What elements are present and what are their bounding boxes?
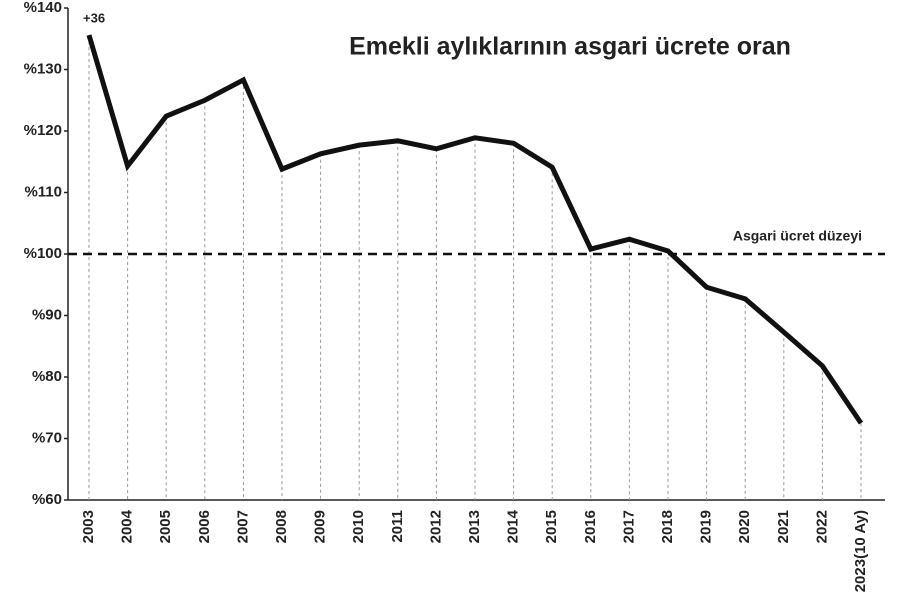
chart-title: Emekli aylıklarının asgari ücrete oran (349, 33, 791, 61)
line (86, 34, 864, 425)
y-tick-label: %70 (32, 429, 62, 446)
x-tick-label: 2012 (427, 510, 444, 543)
x-tick-label: 2007 (234, 510, 251, 543)
y-tick-label: %80 (32, 368, 62, 385)
x-tick-label: 2018 (659, 510, 676, 543)
y-tick-label: %120 (24, 122, 62, 139)
x-tick-label: 2006 (196, 510, 213, 543)
x-tick-label: 2022 (813, 510, 830, 543)
x-tick-label: 2014 (505, 509, 522, 543)
y-tick-label: %130 (24, 60, 62, 77)
y-tick-label: %100 (24, 245, 62, 262)
x-tick-label: 2013 (466, 510, 483, 543)
x-tick-label: 2015 (543, 510, 560, 543)
x-tick-label: 2010 (350, 510, 367, 543)
x-tick-label: 2016 (582, 510, 599, 543)
y-tick-label: %60 (32, 491, 62, 508)
reference-label: Asgari ücret düzeyi (733, 228, 862, 244)
x-tick-label: 2005 (157, 510, 174, 543)
x-tick-label: 2004 (119, 509, 136, 543)
y-tick-label: %110 (24, 183, 62, 200)
y-tick-label: %90 (32, 306, 62, 323)
x-tick-label: 2003 (80, 510, 97, 543)
x-tick-label: 2008 (273, 510, 290, 543)
x-tick-label: 2020 (736, 510, 753, 543)
x-tick-label: 2009 (312, 510, 329, 543)
x-tick-label: 2023(10 Ay) (852, 510, 869, 592)
y-tick-label: %140 (24, 0, 62, 16)
annotation: +36 (83, 10, 105, 25)
x-tick-label: 2011 (389, 510, 406, 543)
x-tick-label: 2017 (620, 510, 637, 543)
x-tick-label: 2019 (698, 510, 715, 543)
x-tick-label: 2021 (775, 510, 792, 543)
